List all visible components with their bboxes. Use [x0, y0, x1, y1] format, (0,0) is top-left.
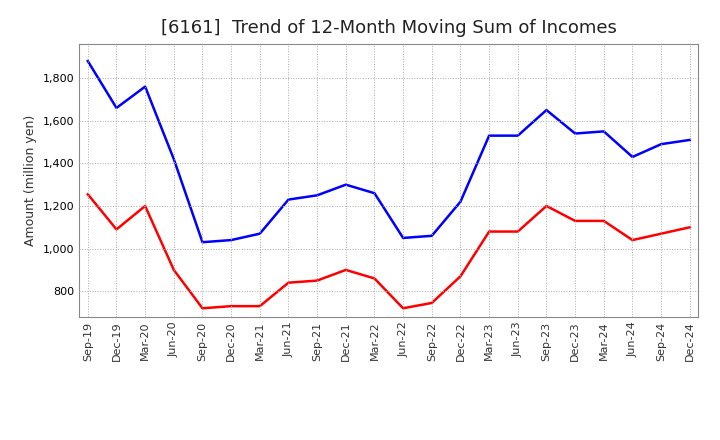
Net Income: [141, 203, 150, 209]
Net Income: [657, 231, 665, 236]
Ordinary Income: [198, 239, 207, 245]
Ordinary Income: [112, 105, 121, 110]
Ordinary Income: [428, 233, 436, 238]
Net Income: [112, 227, 121, 232]
Net Income: [628, 238, 636, 243]
Ordinary Income: [600, 129, 608, 134]
Ordinary Income: [542, 107, 551, 113]
Ordinary Income: [628, 154, 636, 160]
Ordinary Income: [399, 235, 408, 241]
Ordinary Income: [456, 199, 465, 204]
Net Income: [428, 301, 436, 306]
Net Income: [685, 225, 694, 230]
Ordinary Income: [84, 59, 92, 64]
Ordinary Income: [657, 142, 665, 147]
Net Income: [198, 306, 207, 311]
Ordinary Income: [284, 197, 293, 202]
Net Income: [600, 218, 608, 224]
Net Income: [84, 191, 92, 197]
Net Income: [312, 278, 321, 283]
Net Income: [513, 229, 522, 234]
Ordinary Income: [485, 133, 493, 138]
Ordinary Income: [370, 191, 379, 196]
Net Income: [284, 280, 293, 286]
Ordinary Income: [312, 193, 321, 198]
Line: Ordinary Income: Ordinary Income: [88, 61, 690, 242]
Net Income: [571, 218, 580, 224]
Net Income: [227, 304, 235, 309]
Y-axis label: Amount (million yen): Amount (million yen): [24, 115, 37, 246]
Net Income: [542, 203, 551, 209]
Ordinary Income: [685, 137, 694, 143]
Net Income: [485, 229, 493, 234]
Ordinary Income: [227, 238, 235, 243]
Ordinary Income: [256, 231, 264, 236]
Ordinary Income: [141, 84, 150, 89]
Ordinary Income: [341, 182, 350, 187]
Net Income: [256, 304, 264, 309]
Net Income: [341, 267, 350, 272]
Net Income: [456, 274, 465, 279]
Net Income: [169, 267, 178, 272]
Ordinary Income: [513, 133, 522, 138]
Ordinary Income: [169, 157, 178, 162]
Line: Net Income: Net Income: [88, 194, 690, 308]
Net Income: [370, 276, 379, 281]
Net Income: [399, 306, 408, 311]
Title: [6161]  Trend of 12-Month Moving Sum of Incomes: [6161] Trend of 12-Month Moving Sum of I…: [161, 19, 617, 37]
Ordinary Income: [571, 131, 580, 136]
